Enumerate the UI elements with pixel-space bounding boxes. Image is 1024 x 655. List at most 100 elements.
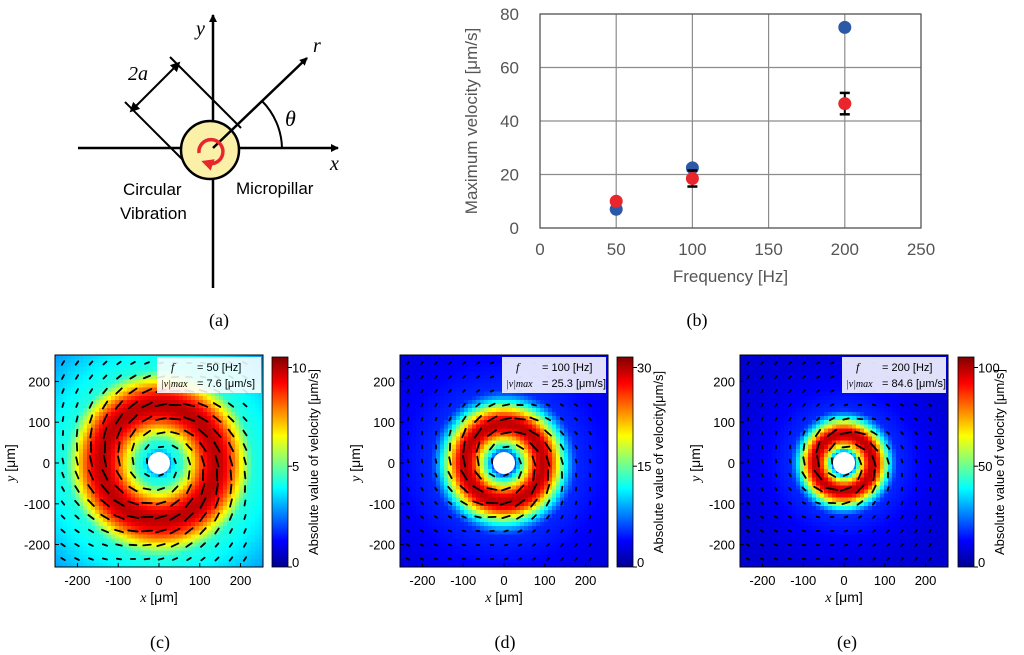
field-cell — [496, 497, 501, 503]
field-cell — [488, 505, 493, 511]
field-cell — [460, 420, 465, 425]
field-cell — [63, 526, 68, 531]
field-cell — [215, 432, 220, 438]
field-cell — [235, 399, 240, 405]
field-cell — [199, 538, 204, 544]
field-cell — [508, 550, 513, 556]
field-cell — [400, 534, 405, 540]
field-cell — [484, 481, 489, 487]
field-cell — [444, 452, 449, 458]
field-cell — [131, 562, 136, 568]
field-cell — [524, 538, 529, 544]
field-cell — [456, 485, 461, 491]
field-cell — [155, 477, 160, 482]
field-cell — [79, 473, 84, 478]
field-cell — [247, 448, 252, 454]
field-cell — [63, 355, 68, 360]
field-cell — [123, 383, 128, 389]
field-cell — [452, 485, 457, 491]
field-cell — [512, 534, 517, 540]
velocity-vector — [242, 556, 248, 562]
field-cell — [255, 456, 260, 462]
field-cell — [251, 412, 256, 417]
field-cell — [416, 562, 421, 568]
field-cell — [79, 403, 84, 409]
field-cell — [179, 542, 184, 548]
field-cell — [159, 562, 164, 568]
field-cell — [528, 481, 533, 487]
velocity-vector — [212, 428, 222, 438]
field-cell — [468, 420, 473, 425]
field-cell — [404, 465, 409, 470]
field-cell — [79, 554, 84, 560]
field-cell — [536, 562, 541, 568]
field-cell — [99, 395, 104, 401]
field-cell — [163, 558, 168, 564]
field-cell — [484, 399, 489, 405]
field-cell — [528, 432, 533, 438]
field-cell — [528, 485, 533, 491]
field-cell — [424, 518, 429, 523]
field-cell — [520, 501, 525, 507]
field-cell — [536, 440, 541, 446]
field-cell — [227, 526, 232, 531]
field-cell — [416, 465, 421, 470]
field-cell — [456, 481, 461, 487]
field-cell — [464, 469, 469, 474]
field-cell — [235, 477, 240, 482]
field-cell — [239, 558, 244, 564]
field-cell — [532, 477, 537, 482]
field-cell — [251, 452, 256, 458]
field-cell — [544, 448, 549, 454]
field-cell — [548, 403, 553, 409]
field-cell — [99, 489, 104, 495]
field-cell — [416, 518, 421, 523]
field-cell — [428, 550, 433, 556]
caption-b: (b) — [687, 310, 708, 331]
field-cell — [171, 522, 176, 527]
field-cell — [432, 534, 437, 540]
field-cell — [175, 497, 180, 503]
field-cell — [540, 391, 545, 397]
field-cell — [448, 420, 453, 425]
field-cell — [219, 481, 224, 487]
field-cell — [103, 550, 108, 556]
field-cell — [251, 477, 256, 482]
field-cell — [55, 440, 60, 446]
field-cell — [532, 408, 537, 413]
velocity-vector — [243, 528, 247, 534]
field-cell — [424, 477, 429, 482]
field-cell — [107, 387, 112, 393]
field-cell — [179, 408, 184, 413]
field-cell — [183, 461, 188, 466]
field-cell — [468, 395, 473, 401]
field-cell — [167, 391, 172, 397]
velocity-vector — [155, 417, 167, 421]
field-cell — [243, 412, 248, 417]
field-cell — [412, 465, 417, 470]
field-cell — [143, 408, 148, 413]
field-cell — [231, 493, 236, 499]
field-cell — [91, 473, 96, 478]
field-cell — [516, 497, 521, 503]
field-cell — [63, 489, 68, 495]
field-cell — [544, 514, 549, 519]
field-cell — [440, 493, 445, 499]
velocity-vector — [129, 374, 137, 380]
field-cell — [448, 485, 453, 491]
field-cell — [400, 509, 405, 515]
field-cell — [203, 530, 208, 535]
field-cell — [75, 522, 80, 527]
field-cell — [251, 420, 256, 425]
field-cell — [147, 383, 152, 389]
field-cell — [516, 522, 521, 527]
field-cell — [484, 538, 489, 544]
field-cell — [460, 391, 465, 397]
field-cell — [135, 452, 140, 458]
field-cell — [99, 501, 104, 507]
field-cell — [215, 546, 220, 552]
velocity-vector — [74, 528, 80, 534]
field-cell — [71, 367, 76, 372]
field-cell — [155, 554, 160, 560]
field-cell — [99, 481, 104, 487]
